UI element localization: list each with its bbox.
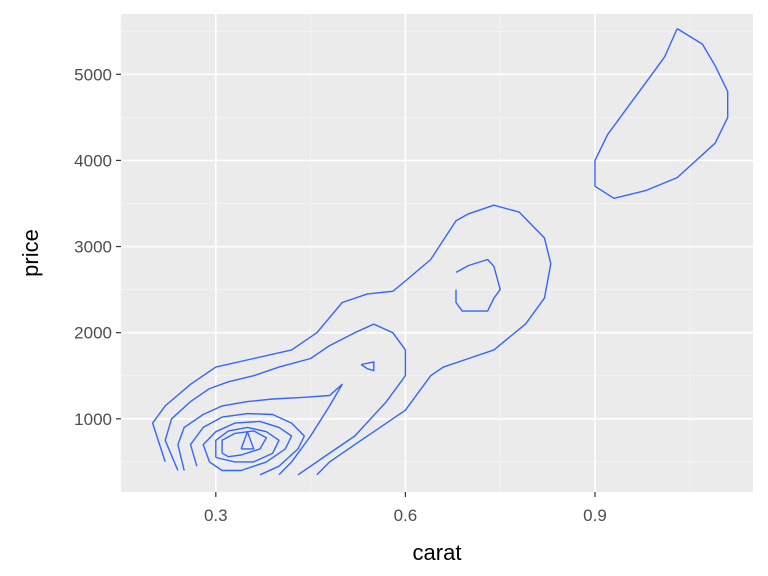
contour-line: [455, 258, 501, 312]
y-tick-label: 4000: [74, 151, 112, 170]
contour-line: [151, 204, 552, 476]
contour-line: [177, 383, 343, 476]
y-tick-label: 1000: [74, 410, 112, 429]
x-axis-ticks: 0.3 0.6 0.9: [204, 492, 607, 525]
y-tick-label: 2000: [74, 324, 112, 343]
minor-gridlines: [120, 14, 753, 492]
x-tick-label: 0.3: [204, 506, 228, 525]
contour-lines: [151, 28, 729, 476]
contour-line: [594, 28, 729, 200]
contour-line: [360, 361, 375, 372]
major-gridlines: [121, 14, 753, 492]
contour-line: [240, 431, 255, 450]
contour-line: [164, 323, 407, 476]
x-axis-title: carat: [413, 540, 462, 565]
y-axis-ticks: 1000 2000 3000 4000 5000: [74, 65, 121, 429]
y-axis-title: price: [18, 229, 43, 277]
x-tick-label: 0.9: [583, 506, 607, 525]
contour-line: [215, 426, 280, 463]
contour-line: [202, 420, 293, 472]
contour-line: [189, 412, 305, 476]
contour-line: [221, 430, 268, 458]
y-tick-label: 5000: [74, 65, 112, 84]
x-tick-label: 0.6: [394, 506, 418, 525]
y-tick-label: 3000: [74, 238, 112, 257]
plot-panel: [121, 14, 753, 492]
